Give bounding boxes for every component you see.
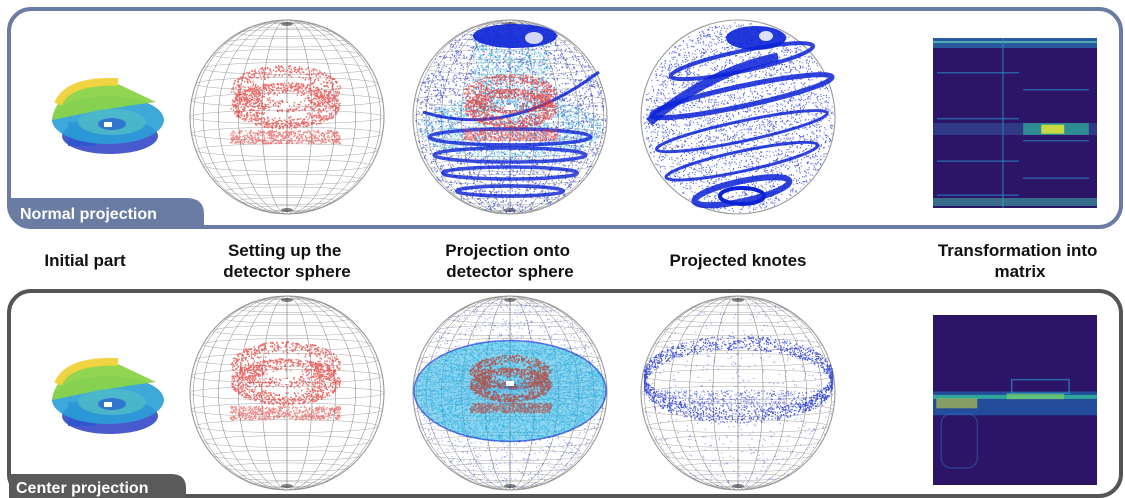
matrix-normal (933, 38, 1097, 208)
center-projection-tag-label: Center projection (16, 480, 148, 497)
center-projection-frame (7, 289, 1123, 498)
initial-part-center (52, 357, 164, 434)
matrix-center (933, 315, 1097, 485)
initial-part-normal (52, 77, 164, 154)
normal-projection-frame (7, 7, 1123, 229)
step-label-projection: Projection onto detector sphere (445, 241, 574, 281)
knots-sphere-normal (640, 19, 836, 215)
detector-sphere-center (189, 295, 385, 491)
normal-projection-tag: Normal projection (9, 198, 204, 227)
detector-sphere-normal (189, 19, 385, 215)
projection-sphere-normal (412, 19, 608, 215)
projection-sphere-center (412, 295, 608, 491)
step-label-setup-sphere: Setting up the detector sphere (223, 241, 351, 281)
knots-sphere-center (640, 295, 836, 491)
center-projection-tag: Center projection (9, 474, 186, 498)
normal-projection-tag-label: Normal projection (20, 206, 157, 223)
step-label-initial-part: Initial part (44, 251, 126, 270)
step-label-projected-knots: Projected knotes (670, 251, 807, 270)
step-label-matrix: Transformation into matrix (938, 241, 1102, 281)
